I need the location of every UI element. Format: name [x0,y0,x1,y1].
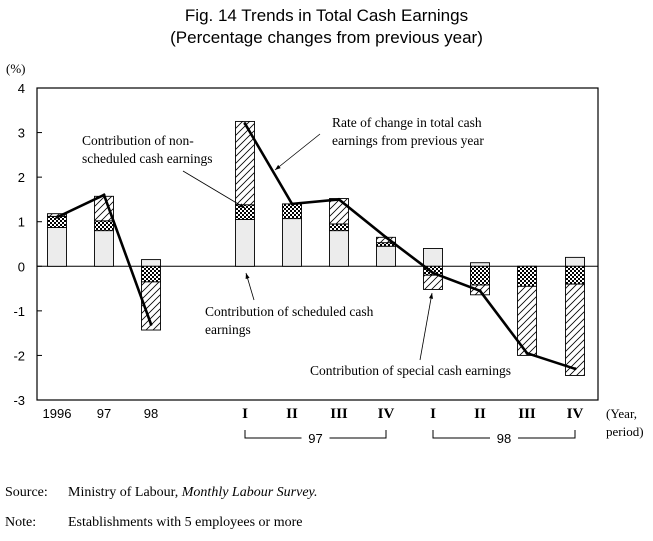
x-tick-label: 98 [144,406,158,421]
rate-point [478,289,482,293]
annotation-arrow [274,133,321,171]
source-text: Ministry of Labour, [68,485,182,500]
footnote: Note: Establishments with 5 employees or… [5,515,302,531]
y-tick-label: -1 [13,304,25,319]
bar-segment-light-gray [47,227,67,267]
bar-segment-diagonal [565,283,585,376]
group-label: 98 [497,431,511,446]
x-tick-label: III [330,406,348,422]
bar-segment-crosshatch [565,265,585,285]
bar-segment-crosshatch [94,220,114,232]
bar-segment-diagonal [423,274,443,290]
bar-segment-crosshatch [141,265,161,283]
x-tick-label: I [430,406,436,422]
rate-point [431,271,435,275]
rate-point [573,367,577,371]
chart-subtitle: (Percentage changes from previous year) [170,28,483,47]
annotation-text: earnings [205,322,251,337]
bar-segment-crosshatch [517,265,537,287]
bar-segment-light-gray [376,245,396,267]
annotation-text: Rate of change in total cash [332,115,482,130]
bar-segment-light-gray [329,230,349,267]
arrowhead-icon [275,164,281,170]
rate-point [102,193,106,197]
group-label: 97 [308,431,322,446]
bar-segment-crosshatch [470,265,490,286]
bar-segment-diagonal [329,198,349,225]
annotation-arrow [182,170,246,209]
x-tick-label: 1996 [43,406,72,421]
rate-point [149,322,153,326]
chart-title: Fig. 14 Trends in Total Cash Earnings [184,6,469,25]
rate-point [525,351,529,355]
source-title: Monthly Labour Survey. [181,485,318,500]
rate-point [243,122,247,126]
rate-line-quarterly [243,123,576,371]
bar-segment-light-gray [565,256,585,267]
y-tick-label: 3 [18,126,25,141]
bar-segment-light-gray [423,248,443,267]
note-text: Establishments with 5 employees or more [68,515,303,530]
x-tick-label: III [518,406,536,422]
rate-point [290,202,294,206]
x-tick-label: IV [378,406,395,422]
source-note: Source: Ministry of Labour, Monthly Labo… [5,485,317,501]
x-axis-label: (Year, [606,406,637,421]
y-tick-label: -3 [13,393,25,408]
bar-segment-light-gray [235,219,255,267]
bar-segment-light-gray [141,259,161,267]
arrowhead-icon [428,293,434,299]
bar-segment-crosshatch [282,203,302,220]
bar-segment-diagonal [141,281,161,331]
bar-segment-diagonal [94,195,114,222]
annotation-text: Contribution of special cash earnings [310,363,511,378]
annotation-text: Contribution of non- [82,133,194,148]
rate-point [55,215,59,219]
arrowhead-icon [239,203,245,208]
rate-point [384,235,388,239]
bar-segment-light-gray [470,262,490,267]
group-bracket [432,430,576,439]
bar-segment-diagonal [235,120,255,206]
annotation-text: scheduled cash earnings [82,151,212,166]
x-tick-label: IV [567,406,584,422]
bar-segment-diagonal [517,285,537,356]
x-axis-label: period) [606,424,644,439]
source-label: Source: [5,485,48,500]
bar-segment-crosshatch [329,223,349,232]
x-tick-label: I [242,406,248,422]
bar-segment-light-gray [282,218,302,267]
annotation-text: earnings from previous year [332,133,484,148]
arrowhead-icon [245,273,250,279]
y-tick-label: -2 [13,348,25,363]
y-tick-label: 4 [18,81,25,96]
annotation-text: Contribution of scheduled cash [205,304,374,319]
plot-frame [36,87,599,401]
y-tick-label: 1 [18,215,25,230]
bar-segment-crosshatch [235,204,255,220]
annotation-arrow [419,292,433,361]
group-bracket [244,430,387,439]
x-tick-label: 97 [97,406,111,421]
y-tick-label: 0 [18,259,25,274]
rate-point [337,197,341,201]
note-label: Note: [5,515,37,530]
x-tick-label: II [474,406,486,422]
bar-segment-light-gray [94,230,114,267]
x-tick-label: II [286,406,298,422]
y-axis-label: (%) [6,61,26,76]
y-tick-label: 2 [18,170,25,185]
